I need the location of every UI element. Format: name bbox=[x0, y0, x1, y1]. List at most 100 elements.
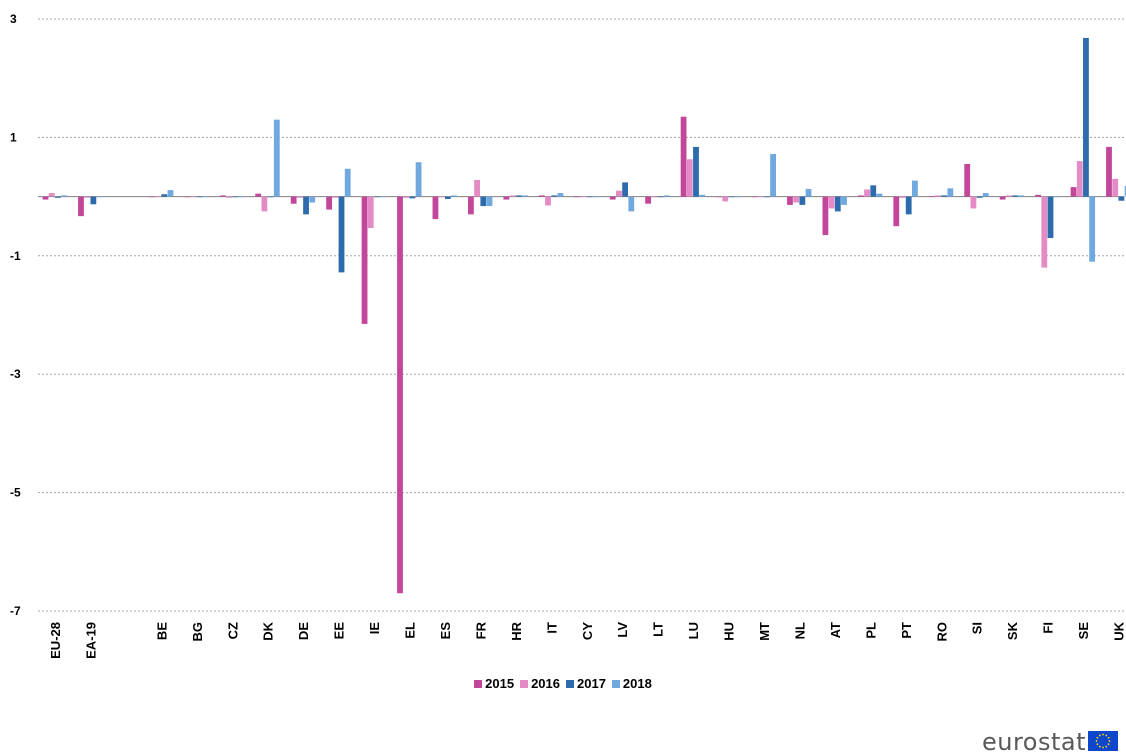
bar-LV-2018 bbox=[628, 196, 635, 212]
bar-FR-2015 bbox=[468, 196, 474, 215]
bar-MT-2015 bbox=[751, 196, 758, 198]
y-tick-label: 3 bbox=[10, 12, 17, 26]
x-tick-label: NL bbox=[792, 622, 807, 639]
bar-EU-28-2015 bbox=[42, 196, 49, 200]
bar-PT-2018 bbox=[912, 180, 918, 197]
bar-RO-2015 bbox=[928, 196, 935, 197]
y-axis-ticks: 3 1 -1 -3 -5 -7 bbox=[10, 12, 21, 618]
bar-EU-28-2016 bbox=[48, 193, 55, 197]
bar-UK-2015 bbox=[1106, 146, 1112, 197]
bar-UK-2018 bbox=[1124, 185, 1126, 197]
x-tick-label: EE bbox=[332, 622, 347, 640]
bar-HU-2018 bbox=[734, 196, 741, 198]
bar-AT-2015 bbox=[822, 196, 829, 236]
y-tick-label: -5 bbox=[10, 486, 21, 500]
bar-ES-2017 bbox=[444, 196, 451, 199]
x-tick-label: SK bbox=[1005, 621, 1020, 640]
bar-MT-2017 bbox=[764, 196, 770, 198]
bars bbox=[42, 37, 1126, 594]
bar-FI-2016 bbox=[1041, 196, 1048, 268]
bar-RO-2016 bbox=[935, 195, 941, 197]
bar-MT-2016 bbox=[757, 196, 764, 198]
bar-AT-2017 bbox=[834, 196, 841, 212]
x-tick-label: LT bbox=[651, 622, 666, 637]
bar-SI-2015 bbox=[964, 164, 971, 197]
bar-RO-2017 bbox=[941, 195, 948, 197]
bar-EL-2015 bbox=[397, 196, 403, 594]
bar-AT-2016 bbox=[828, 196, 835, 209]
x-tick-label: AT bbox=[828, 622, 843, 638]
bar-FR-2018 bbox=[486, 196, 493, 207]
bar-HR-2016 bbox=[509, 195, 516, 197]
bar-LT-2017 bbox=[657, 196, 664, 198]
bar-FI-2017 bbox=[1047, 196, 1054, 239]
bar-NL-2018 bbox=[805, 188, 812, 197]
bar-PL-2017 bbox=[870, 185, 877, 197]
bar-LT-2018 bbox=[663, 195, 670, 197]
x-tick-label: SI bbox=[970, 622, 985, 634]
bar-HU-2017 bbox=[728, 196, 735, 198]
y-tick-label: -7 bbox=[10, 604, 21, 618]
bar-ES-2016 bbox=[438, 196, 445, 198]
bar-CY-2015 bbox=[574, 196, 581, 198]
bar-PT-2015 bbox=[893, 196, 900, 227]
bar-SE-2018 bbox=[1089, 196, 1096, 262]
x-tick-label: FR bbox=[473, 621, 488, 639]
x-tick-label: LV bbox=[615, 622, 630, 638]
y-tick-label: -3 bbox=[10, 367, 21, 381]
bar-CZ-2016 bbox=[226, 196, 232, 198]
bar-LV-2017 bbox=[622, 182, 628, 197]
bar-IE-2018 bbox=[380, 196, 387, 198]
bar-FR-2017 bbox=[480, 196, 487, 207]
bar-MT-2018 bbox=[770, 153, 776, 197]
x-tick-label: DE bbox=[296, 622, 311, 640]
x-axis-ticks: EU-28 EA-19 BE BG CZ DK DE EE IE EL ES FR HR IT CY LV LT… bbox=[48, 621, 1126, 658]
bar-SK-2017 bbox=[1012, 195, 1018, 197]
legend: 2015 2016 2017 2018 bbox=[0, 676, 1126, 691]
bar-HR-2015 bbox=[503, 196, 510, 200]
bar-PT-2017 bbox=[905, 196, 912, 215]
x-tick-label: DK bbox=[261, 621, 276, 640]
bar-SI-2018 bbox=[982, 193, 989, 197]
bar-LV-2015 bbox=[609, 196, 616, 200]
bar-CY-2016 bbox=[580, 196, 587, 198]
bar-EA-19-2015 bbox=[78, 196, 84, 217]
x-tick-label: EU-28 bbox=[48, 622, 63, 659]
x-tick-label: MT bbox=[757, 622, 772, 641]
bar-DE-2018 bbox=[309, 196, 316, 203]
bar-HR-2017 bbox=[515, 195, 522, 197]
bar-CZ-2017 bbox=[232, 196, 239, 198]
legend-item-2018: 2018 bbox=[611, 676, 652, 691]
bar-FI-2015 bbox=[1035, 194, 1041, 197]
bar-DK-2017 bbox=[267, 196, 274, 198]
bar-DE-2016 bbox=[296, 196, 303, 198]
bar-LT-2015 bbox=[645, 196, 652, 204]
x-tick-label: RO bbox=[934, 622, 949, 642]
bar-EL-2017 bbox=[409, 196, 416, 199]
bar-DK-2018 bbox=[273, 119, 280, 197]
bar-PL-2018 bbox=[876, 193, 883, 197]
legend-swatch bbox=[520, 680, 529, 688]
x-tick-label: PL bbox=[863, 622, 878, 639]
legend-swatch bbox=[474, 680, 483, 688]
bar-EU-28-2018 bbox=[61, 195, 67, 197]
bar-IT-2018 bbox=[557, 193, 564, 197]
x-tick-label: CY bbox=[580, 622, 595, 640]
y-tick-label: -1 bbox=[10, 249, 21, 263]
bar-BE-2015 bbox=[148, 196, 155, 198]
x-tick-label: FI bbox=[1041, 622, 1056, 634]
x-tick-label: LU bbox=[686, 622, 701, 639]
x-tick-label: EL bbox=[403, 622, 418, 639]
bar-BG-2018 bbox=[203, 196, 209, 198]
bar-HU-2016 bbox=[722, 196, 729, 202]
legend-item-2015: 2015 bbox=[474, 676, 514, 691]
bar-LV-2016 bbox=[616, 190, 622, 197]
x-tick-label: CZ bbox=[225, 622, 240, 639]
bar-NL-2015 bbox=[787, 196, 793, 205]
bar-BE-2016 bbox=[155, 196, 161, 198]
x-tick-label: HU bbox=[722, 622, 737, 641]
legend-swatch bbox=[566, 680, 574, 688]
bar-SK-2018 bbox=[1018, 195, 1025, 197]
bar-EL-2018 bbox=[415, 162, 422, 197]
